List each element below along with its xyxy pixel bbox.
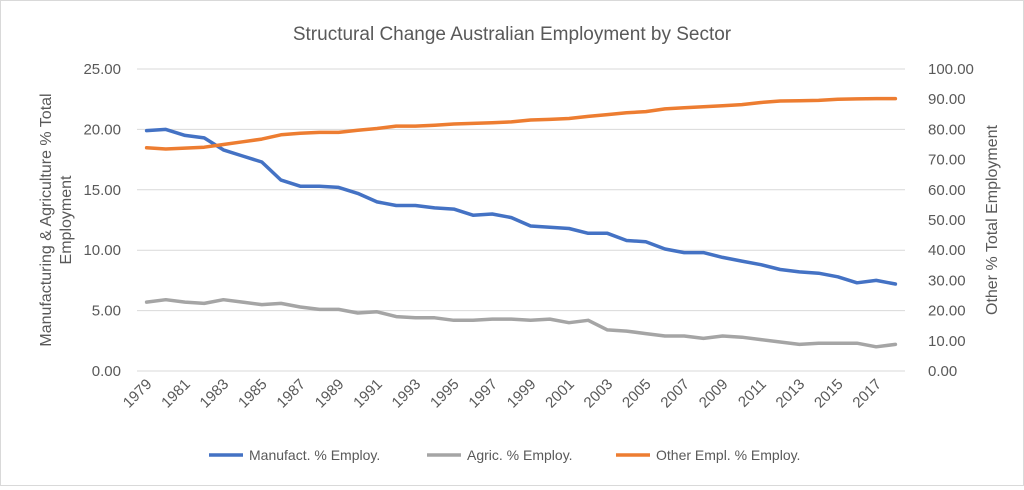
left-axis-ticks: 0.00 5.00 10.00 15.00 20.00 25.00	[83, 61, 121, 380]
series-lines	[144, 96, 898, 349]
x-tick-label: 1993	[389, 376, 425, 412]
series-line-agric-employ	[144, 297, 898, 349]
x-tick-label: 2013	[773, 376, 809, 412]
right-tick-label: 80.00	[928, 121, 966, 138]
x-tick-label: 1991	[350, 376, 386, 412]
right-axis-ticks: 0.00 10.00 20.00 30.00 40.00 50.00 60.00 70.00 8…	[928, 61, 974, 380]
left-tick-label: 0.00	[92, 363, 121, 380]
x-tick-label: 1981	[158, 376, 194, 412]
left-tick-label: 5.00	[92, 303, 121, 320]
series-line-other-empl-employ	[144, 96, 898, 151]
right-tick-label: 10.00	[928, 333, 966, 350]
x-tick-label: 1997	[465, 376, 501, 412]
grid-lines	[137, 68, 905, 372]
x-tick-label: 1987	[273, 376, 309, 412]
x-tick-label: 2015	[811, 376, 847, 412]
x-tick-label: 1999	[504, 376, 540, 412]
right-axis-label: Other % Total Employment	[984, 124, 1001, 315]
right-tick-label: 0.00	[928, 363, 957, 380]
left-tick-label: 10.00	[83, 242, 121, 259]
x-tick-label: 2001	[542, 376, 578, 412]
x-tick-label: 1989	[312, 376, 348, 412]
x-tick-label: 2005	[619, 376, 655, 412]
x-tick-label: 1983	[197, 376, 233, 412]
x-axis-ticks: 1979 1981 1983 1985 1987 1989 1991 1993 1995 1997…	[120, 376, 885, 412]
series-line-manufact-employ	[144, 127, 898, 286]
x-tick-label: 1979	[120, 376, 156, 412]
legend-entry: Manufact. % Employ.	[249, 447, 380, 463]
left-tick-label: 20.00	[83, 121, 121, 138]
left-tick-label: 25.00	[83, 61, 121, 78]
x-tick-label: 1985	[235, 376, 271, 412]
right-tick-label: 100.00	[928, 61, 974, 78]
right-tick-label: 40.00	[928, 242, 966, 259]
right-tick-label: 20.00	[928, 303, 966, 320]
right-tick-label: 50.00	[928, 212, 966, 229]
x-tick-label: 2017	[849, 376, 885, 412]
chart-title: Structural Change Australian Employment …	[293, 24, 732, 45]
x-tick-label: 2007	[657, 376, 693, 412]
left-axis-label-line2: Employment	[58, 175, 75, 264]
left-tick-label: 15.00	[83, 182, 121, 199]
legend-entry: Agric. % Employ.	[467, 447, 573, 463]
right-tick-label: 30.00	[928, 272, 966, 289]
x-tick-label: 2003	[581, 376, 617, 412]
x-tick-label: 2009	[696, 376, 732, 412]
legend: Manufact. % Employ. Agric. % Employ. Other…	[209, 447, 800, 463]
x-tick-label: 1995	[427, 376, 463, 412]
left-axis-label-line1: Manufacturing & Agriculture % Total	[38, 93, 55, 346]
legend-entry: Other Empl. % Employ.	[656, 447, 800, 463]
x-tick-label: 2011	[735, 376, 770, 411]
right-tick-label: 70.00	[928, 152, 966, 169]
right-tick-label: 90.00	[928, 91, 966, 108]
right-tick-label: 60.00	[928, 182, 966, 199]
